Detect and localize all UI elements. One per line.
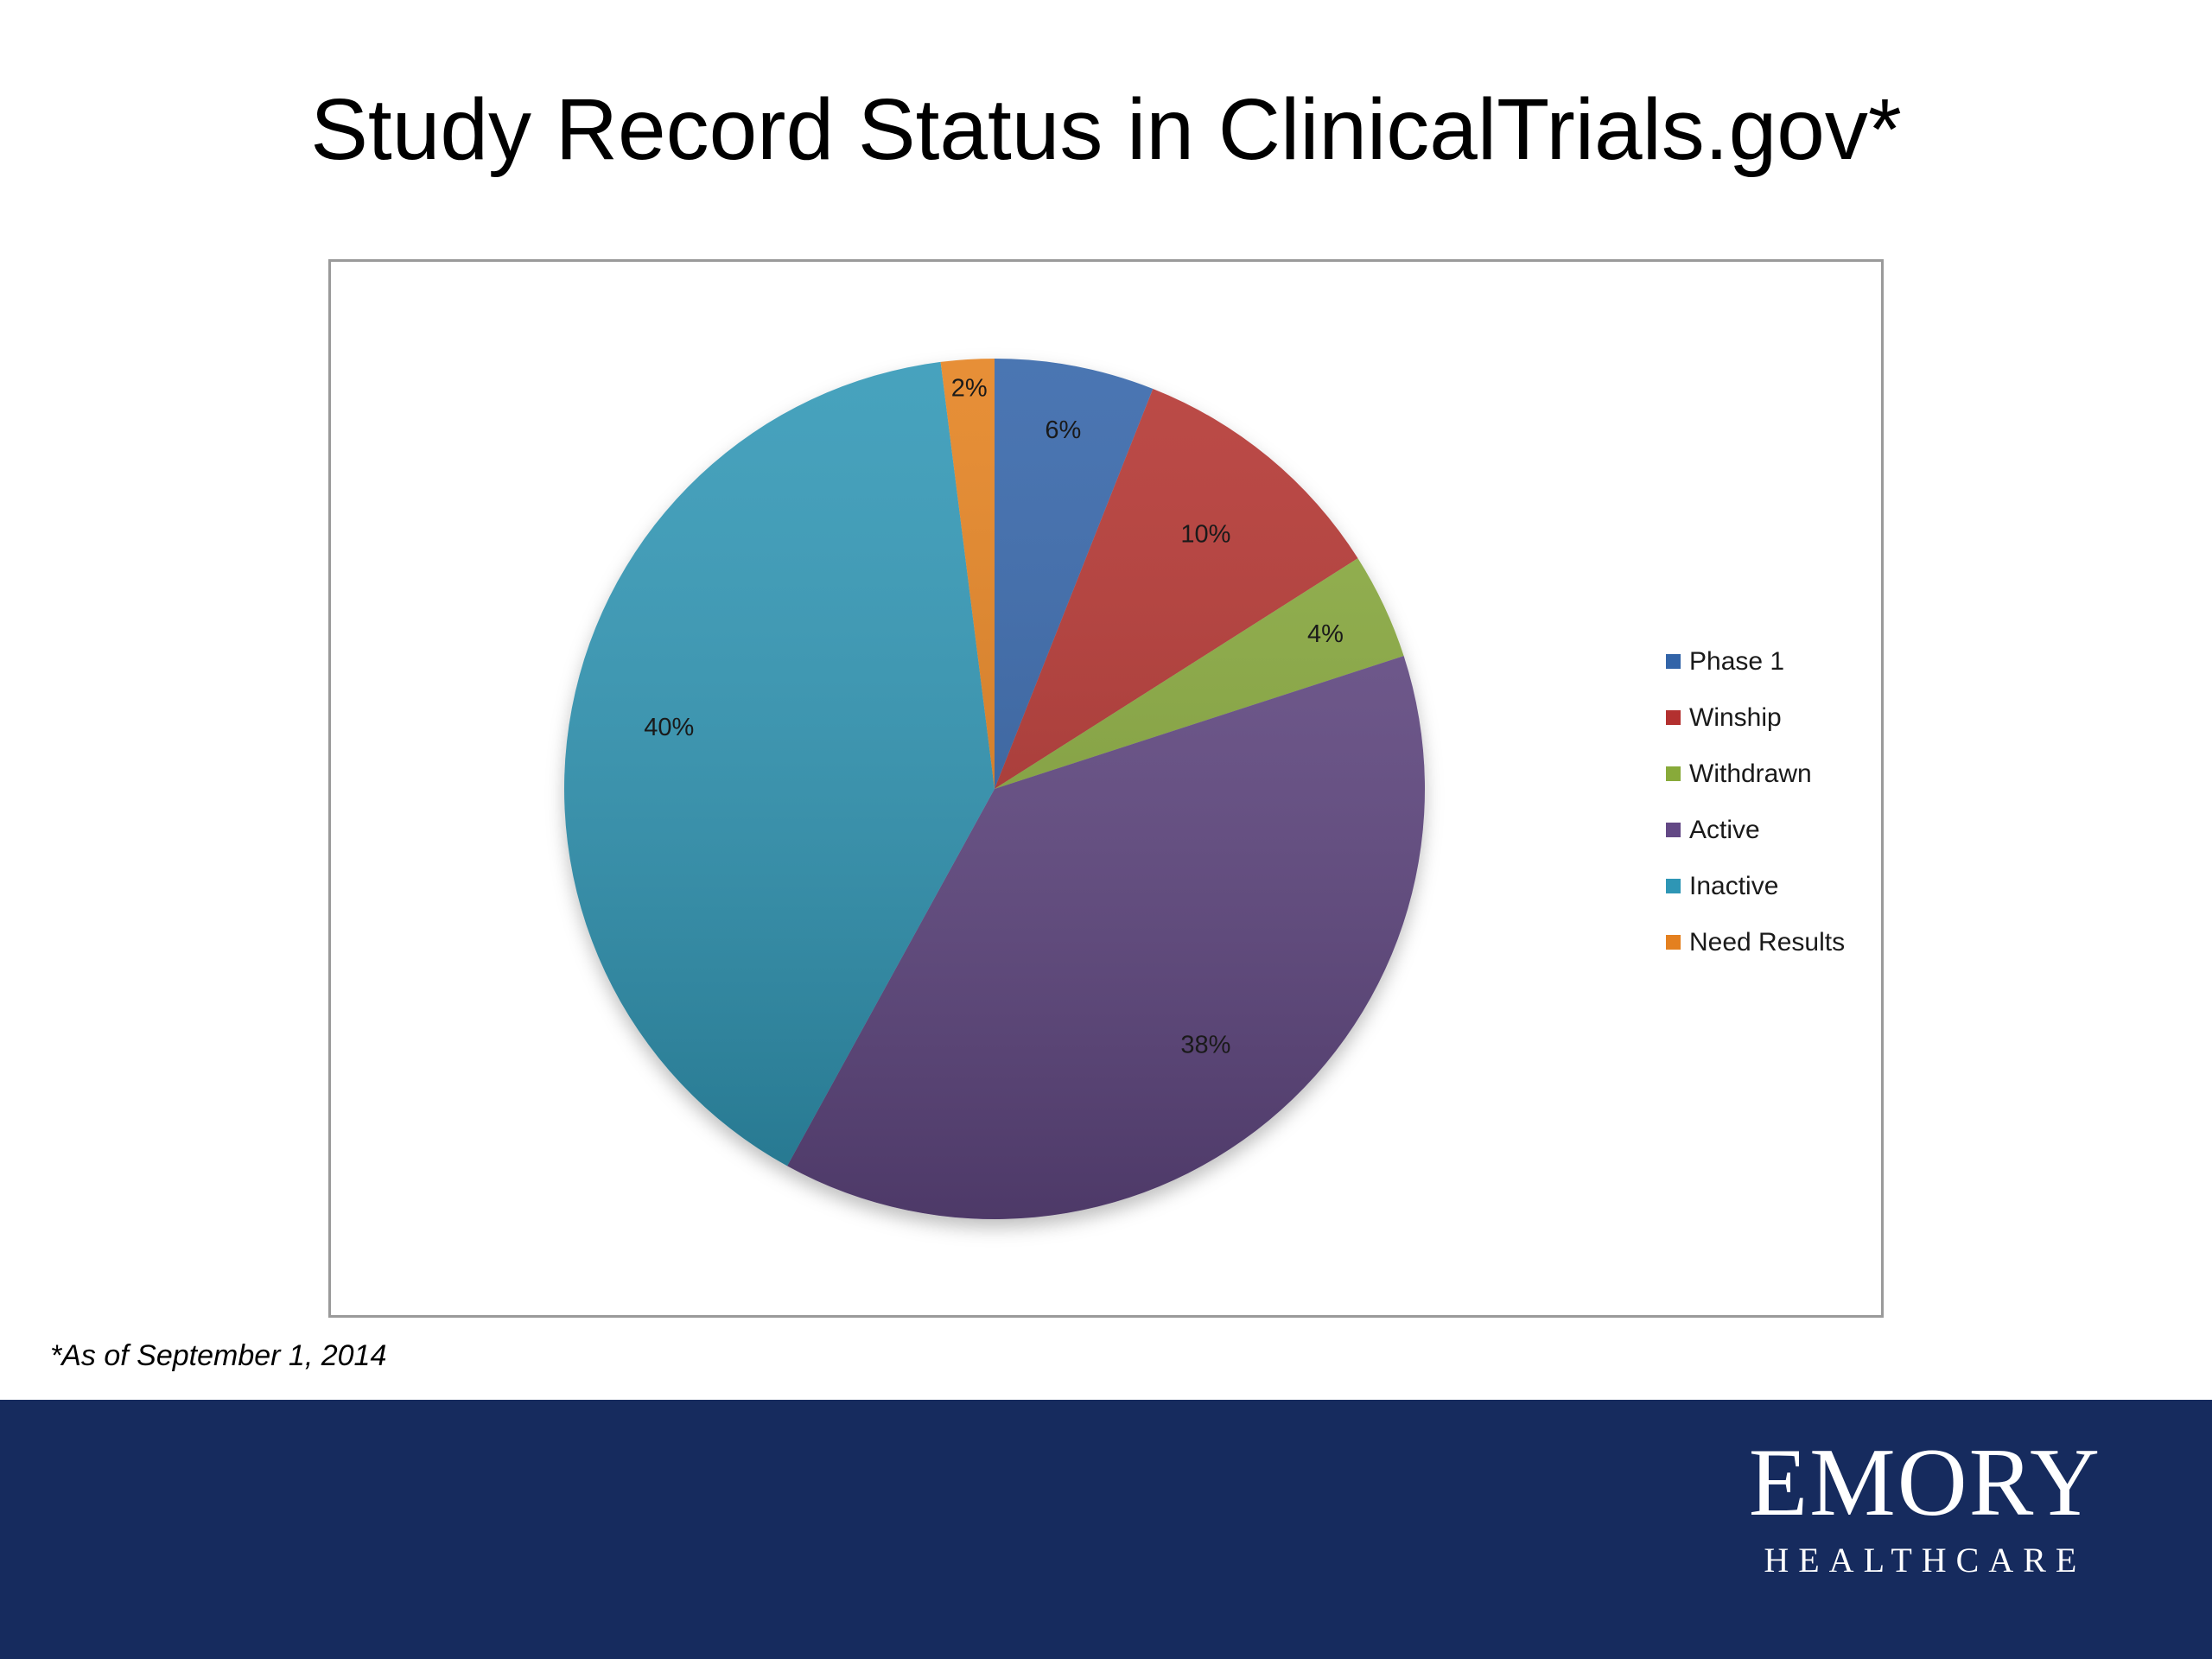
- data-label-need-results: 2%: [951, 374, 988, 402]
- legend-swatch: [1666, 710, 1681, 725]
- legend-item-winship: Winship: [1666, 690, 1845, 746]
- chart-legend: Phase 1 Winship Withdrawn Active Inactive Nee…: [1666, 633, 1845, 970]
- emory-healthcare-logo: EMORY HEALTHCARE: [1749, 1434, 2101, 1580]
- legend-item-withdrawn: Withdrawn: [1666, 746, 1845, 802]
- legend-label: Need Results: [1689, 927, 1846, 957]
- legend-swatch: [1666, 823, 1681, 837]
- legend-swatch: [1666, 766, 1681, 781]
- footnote: *As of September 1, 2014: [50, 1339, 387, 1372]
- data-label-inactive: 40%: [644, 714, 694, 741]
- data-label-withdrawn: 4%: [1307, 620, 1344, 648]
- legend-label: Phase 1: [1689, 646, 1785, 676]
- logo-main-text: EMORY: [1748, 1429, 2101, 1536]
- logo-sub-text: HEALTHCARE: [1764, 1541, 2087, 1580]
- slide-title: Study Record Status in ClinicalTrials.go…: [310, 81, 1902, 178]
- pie-chart: 6% 10% 4% 38% 40% 2%: [563, 359, 1425, 1219]
- data-label-winship: 10%: [1180, 521, 1230, 549]
- data-label-phase-1: 6%: [1045, 416, 1081, 444]
- data-label-active: 38%: [1180, 1031, 1230, 1058]
- legend-label: Active: [1689, 815, 1760, 844]
- legend-item-need-results: Need Results: [1666, 914, 1845, 970]
- footer-band: EMORY HEALTHCARE: [0, 1400, 2212, 1659]
- legend-item-phase-1: Phase 1: [1666, 633, 1845, 690]
- legend-swatch: [1666, 654, 1681, 669]
- legend-label: Inactive: [1689, 871, 1779, 900]
- legend-label: Withdrawn: [1689, 759, 1812, 788]
- legend-item-active: Active: [1666, 802, 1845, 858]
- chart-frame: 6% 10% 4% 38% 40% 2% Phase 1 Winship Withdrawn A…: [328, 259, 1884, 1318]
- legend-label: Winship: [1689, 702, 1782, 732]
- legend-swatch: [1666, 879, 1681, 893]
- legend-item-inactive: Inactive: [1666, 858, 1845, 914]
- legend-swatch: [1666, 935, 1681, 950]
